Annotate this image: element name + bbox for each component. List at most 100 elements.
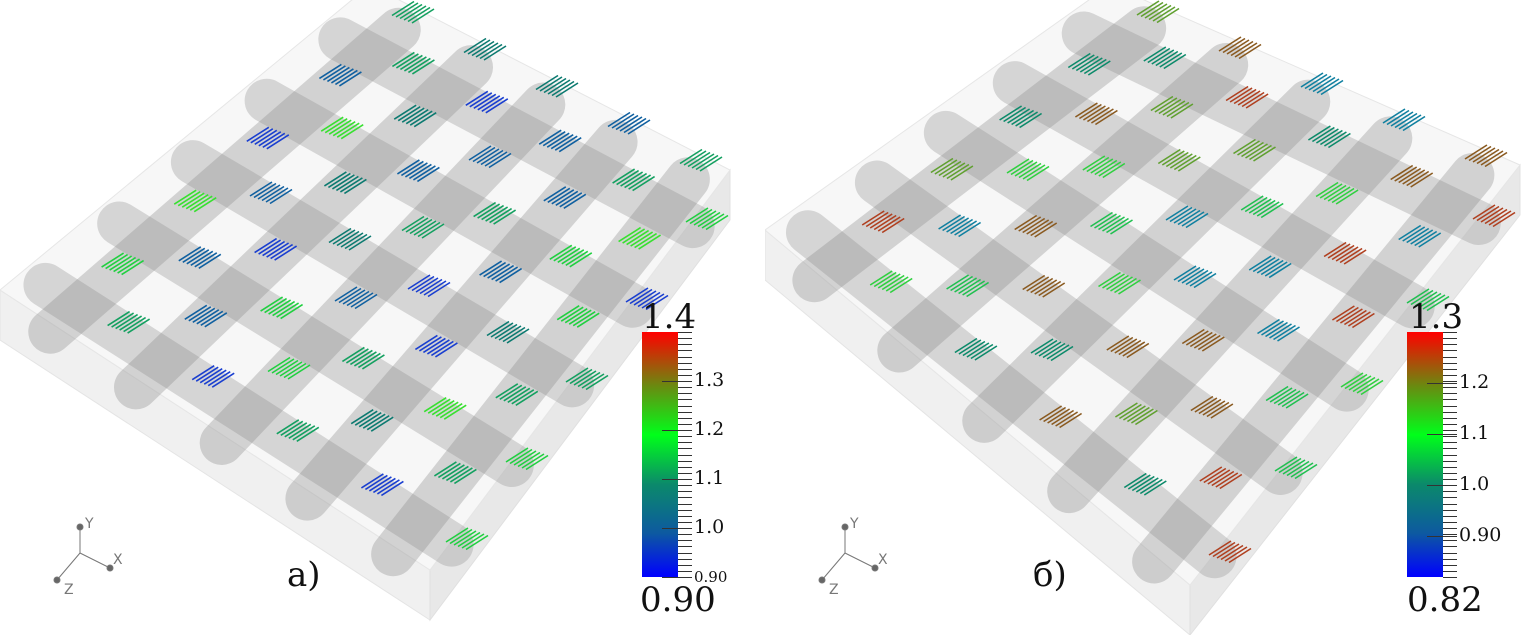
streak	[1177, 266, 1201, 283]
streak	[958, 339, 982, 355]
streak	[634, 232, 658, 249]
streak	[254, 237, 278, 254]
streak	[509, 448, 533, 465]
streak-bundle	[1265, 385, 1309, 409]
streak	[1094, 109, 1118, 126]
streak-bundle	[930, 157, 974, 181]
colorbar-minor-tick	[678, 417, 692, 419]
streak	[465, 90, 489, 106]
streak	[271, 358, 295, 374]
fiber-tube	[23, 262, 474, 567]
streak	[1316, 78, 1340, 94]
streak	[1304, 73, 1328, 90]
colorbar-tick-label: 1.0	[1459, 473, 1490, 496]
streak	[1042, 282, 1066, 298]
streak	[332, 229, 356, 245]
streak	[1030, 338, 1054, 354]
colorbar-minor-tick	[1443, 577, 1457, 578]
streak-bundle	[1307, 125, 1351, 149]
streak	[553, 246, 577, 262]
streak	[1390, 111, 1414, 127]
streak	[581, 373, 605, 389]
streak-bundle	[1136, 0, 1180, 24]
streak	[1010, 159, 1034, 176]
streak	[207, 371, 231, 387]
streak	[1418, 232, 1442, 248]
streak	[1030, 277, 1054, 294]
streak-bundle	[463, 37, 507, 61]
streak	[1484, 208, 1508, 225]
streak	[1185, 269, 1209, 286]
streak	[412, 165, 436, 181]
streak	[625, 287, 649, 303]
streak	[1245, 143, 1268, 159]
colorbar-minor-tick	[1443, 344, 1457, 346]
streak	[190, 250, 214, 266]
colorbar-minor-tick	[678, 393, 692, 395]
streak	[477, 95, 501, 111]
colorbar-minor-tick	[1443, 503, 1457, 505]
axis-z-label: Z	[829, 582, 839, 598]
streak	[401, 107, 425, 123]
streak-bundle	[1067, 52, 1111, 76]
streak	[511, 389, 535, 405]
streak	[1130, 408, 1154, 424]
streak	[1277, 390, 1301, 406]
streak	[480, 149, 504, 166]
streak	[1414, 291, 1438, 307]
colorbar-minor-tick	[1443, 436, 1457, 438]
streak	[483, 261, 507, 278]
streak	[433, 461, 457, 477]
streak	[495, 266, 519, 282]
colorbar-minor-tick	[1443, 387, 1457, 389]
streak	[495, 383, 519, 399]
streak	[683, 150, 707, 166]
streak	[1161, 150, 1185, 166]
colorbar-min-label: 0.82	[1407, 580, 1483, 620]
colorbar-minor-tick	[678, 332, 692, 333]
streak	[889, 277, 913, 294]
streak-bundle	[1098, 271, 1141, 295]
streak	[1315, 181, 1339, 198]
streak	[607, 111, 631, 128]
streak	[191, 365, 215, 381]
streak	[645, 294, 669, 311]
streak	[954, 277, 978, 293]
streak	[336, 122, 360, 138]
streak	[1273, 324, 1296, 341]
streak	[1159, 52, 1183, 68]
streak	[109, 255, 133, 271]
colorbar-minor-tick	[678, 374, 692, 376]
streak	[1300, 72, 1324, 88]
streak	[1114, 338, 1138, 354]
streak	[340, 124, 364, 140]
streak-bundle	[1114, 402, 1158, 426]
streak	[1224, 546, 1248, 562]
streak	[475, 42, 499, 58]
streak-bundle	[954, 337, 998, 361]
x-arrow-icon	[871, 564, 879, 572]
colorbar-minor-tick	[1443, 393, 1457, 395]
streak	[1226, 39, 1250, 55]
colorbar-minor-tick	[678, 564, 692, 566]
streak	[1480, 207, 1504, 223]
streak	[1241, 91, 1265, 108]
streak	[1257, 318, 1280, 335]
axis-x-label: X	[113, 552, 123, 568]
colorbar-minor-tick	[1443, 448, 1457, 450]
streak-bundle	[1331, 305, 1375, 329]
streak	[427, 281, 451, 298]
streak	[1331, 187, 1355, 204]
streak	[1253, 146, 1276, 162]
streak	[121, 259, 145, 276]
streak	[409, 218, 433, 235]
colorbar-minor-tick	[1443, 491, 1457, 493]
streak	[499, 267, 523, 284]
streak	[1043, 406, 1067, 423]
streak	[265, 187, 289, 203]
streak	[1094, 159, 1118, 176]
streak	[1264, 261, 1288, 277]
streak	[556, 305, 580, 321]
streak	[283, 362, 307, 379]
streak	[1156, 7, 1180, 24]
